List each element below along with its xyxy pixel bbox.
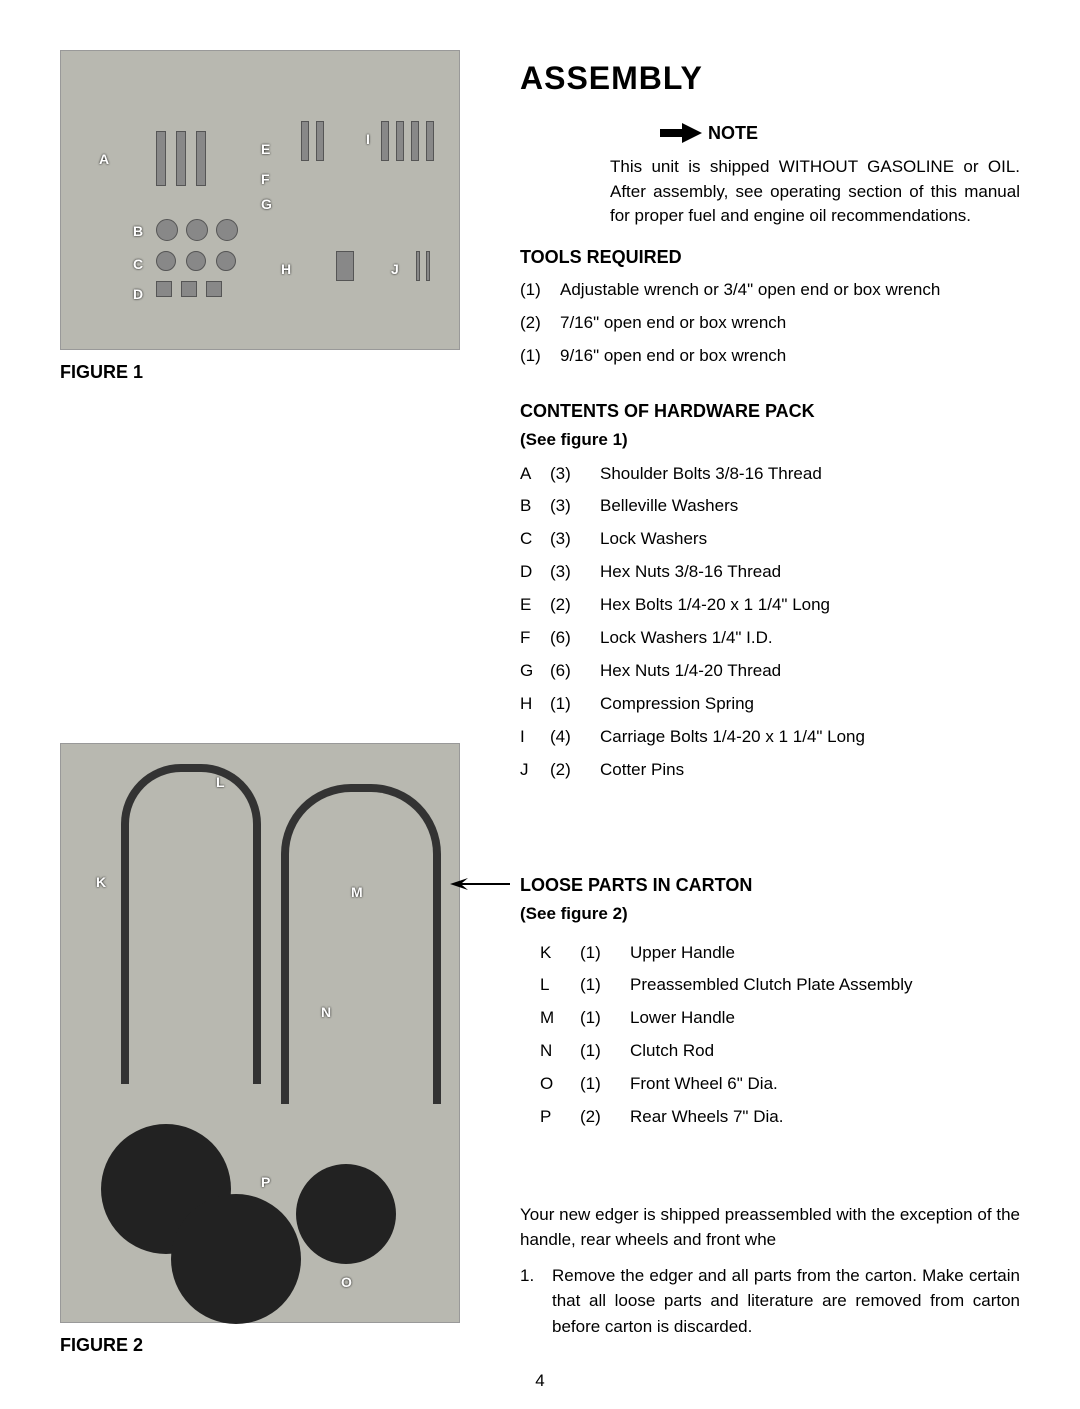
hw-row: J(2)Cotter Pins: [520, 756, 1020, 785]
loose-row: O(1)Front Wheel 6" Dia.: [520, 1070, 1020, 1099]
loose-row: P(2)Rear Wheels 7" Dia.: [520, 1103, 1020, 1132]
footer-paragraph: Your new edger is shipped preassembled w…: [520, 1202, 1020, 1253]
step-row: 1. Remove the edger and all parts from t…: [520, 1263, 1020, 1340]
fig1-label-j: J: [391, 261, 399, 277]
tools-list: (1)Adjustable wrench or 3/4" open end or…: [520, 276, 1020, 371]
fig1-label-h: H: [281, 261, 291, 277]
figure-1-caption: FIGURE 1: [60, 362, 480, 383]
loose-row: K(1)Upper Handle: [520, 939, 1020, 968]
hw-row: C(3)Lock Washers: [520, 525, 1020, 554]
right-column: ASSEMBLY NOTE This unit is shipped WITHO…: [520, 50, 1020, 1366]
hardware-sub: (See figure 1): [520, 430, 1020, 450]
arrow-left-icon: [450, 877, 510, 895]
tool-row: (1)Adjustable wrench or 3/4" open end or…: [520, 276, 1020, 305]
hw-row: G(6)Hex Nuts 1/4-20 Thread: [520, 657, 1020, 686]
fig1-label-a: A: [99, 151, 109, 167]
tool-row: (2)7/16" open end or box wrench: [520, 309, 1020, 338]
loose-heading: LOOSE PARTS IN CARTON: [520, 875, 1020, 896]
note-label: NOTE: [708, 123, 758, 144]
fig2-label-k: K: [96, 874, 106, 890]
figure-2-image: K L M N O P: [60, 743, 460, 1323]
fig1-label-e: E: [261, 141, 270, 157]
hw-row: F(6)Lock Washers 1/4" I.D.: [520, 624, 1020, 653]
hw-row: I(4)Carriage Bolts 1/4-20 x 1 1/4" Long: [520, 723, 1020, 752]
loose-row: N(1)Clutch Rod: [520, 1037, 1020, 1066]
loose-parts-section: LOOSE PARTS IN CARTON (See figure 2) K(1…: [520, 875, 1020, 1132]
fig2-label-p: P: [261, 1174, 270, 1190]
loose-sub: (See figure 2): [520, 904, 1020, 924]
arrow-right-icon: [660, 121, 702, 145]
hardware-list: A(3)Shoulder Bolts 3/8-16 Thread B(3)Bel…: [520, 460, 1020, 785]
assembly-heading: ASSEMBLY: [520, 60, 1020, 97]
fig1-label-b: B: [133, 223, 143, 239]
tool-row: (1)9/16" open end or box wrench: [520, 342, 1020, 371]
figure-1-image: A B C D E F G H I J: [60, 50, 460, 350]
hw-row: E(2)Hex Bolts 1/4-20 x 1 1/4" Long: [520, 591, 1020, 620]
hw-row: B(3)Belleville Washers: [520, 492, 1020, 521]
fig1-label-c: C: [133, 256, 143, 272]
loose-list: K(1)Upper Handle L(1)Preassembled Clutch…: [520, 939, 1020, 1132]
loose-row: M(1)Lower Handle: [520, 1004, 1020, 1033]
note-block: NOTE This unit is shipped WITHOUT GASOLI…: [610, 121, 1020, 229]
fig1-label-f: F: [261, 171, 270, 187]
hardware-heading: CONTENTS OF HARDWARE PACK: [520, 401, 1020, 422]
figure-2-caption: FIGURE 2: [60, 1335, 480, 1356]
left-column: A B C D E F G H I J: [60, 50, 480, 1366]
fig1-label-i: I: [366, 131, 370, 147]
fig2-label-o: O: [341, 1274, 352, 1290]
loose-row: L(1)Preassembled Clutch Plate Assembly: [520, 971, 1020, 1000]
fig1-label-d: D: [133, 286, 143, 302]
page-number: 4: [535, 1371, 544, 1391]
hw-row: D(3)Hex Nuts 3/8-16 Thread: [520, 558, 1020, 587]
fig1-label-g: G: [261, 196, 272, 212]
hw-row: H(1)Compression Spring: [520, 690, 1020, 719]
tools-heading: TOOLS REQUIRED: [520, 247, 1020, 268]
note-text: This unit is shipped WITHOUT GASOLINE or…: [610, 155, 1020, 229]
step-list: 1. Remove the edger and all parts from t…: [520, 1263, 1020, 1340]
hw-row: A(3)Shoulder Bolts 3/8-16 Thread: [520, 460, 1020, 489]
